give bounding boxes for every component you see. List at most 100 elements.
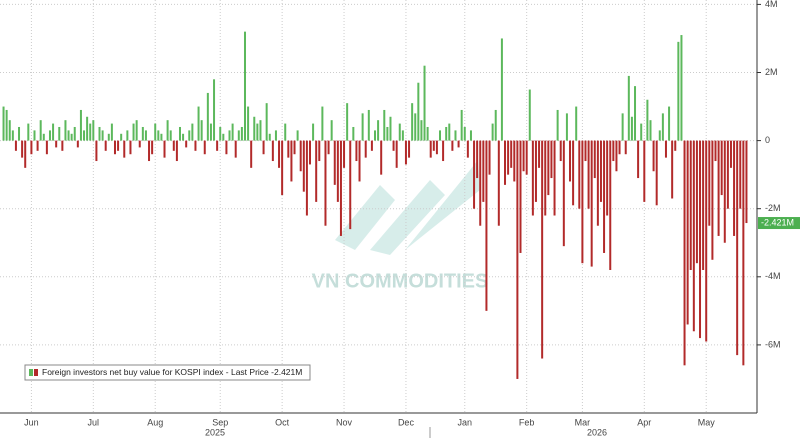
bar (247, 106, 250, 141)
bar (197, 106, 200, 141)
bar (482, 140, 485, 202)
bar (717, 140, 720, 236)
watermark: VN COMMODITIES (312, 270, 489, 292)
bar (231, 123, 234, 141)
bar (265, 103, 268, 141)
bar (476, 140, 479, 179)
bar (723, 140, 726, 243)
bar (714, 140, 717, 162)
x-tick-label: Nov (336, 417, 353, 427)
bar (658, 130, 661, 141)
bar (615, 140, 618, 172)
bar (169, 130, 172, 141)
bar (578, 140, 581, 209)
bar (24, 140, 27, 168)
bar (308, 140, 311, 165)
bar (380, 140, 383, 175)
bar (630, 116, 633, 141)
legend-swatch (29, 369, 33, 376)
bar (473, 140, 476, 209)
bar (213, 79, 216, 141)
bar (587, 140, 590, 209)
bar (618, 140, 621, 155)
bar (466, 140, 469, 158)
y-tick-label: 2M (765, 67, 778, 77)
bar (677, 41, 680, 141)
bar (649, 120, 652, 141)
bar (736, 140, 739, 356)
bar (500, 38, 503, 141)
bar (494, 109, 497, 141)
bar (151, 140, 154, 155)
bar (504, 140, 507, 185)
bar (318, 140, 321, 162)
bar (76, 140, 79, 148)
bar (646, 99, 649, 141)
bar (661, 113, 664, 141)
legend-label: Foreign investors net buy value for KOSP… (42, 367, 302, 377)
bar (606, 140, 609, 216)
bar (287, 140, 290, 158)
legend: Foreign investors net buy value for KOSP… (24, 364, 311, 381)
bar (364, 140, 367, 158)
bar (361, 113, 364, 141)
bar (52, 123, 55, 141)
bar (228, 130, 231, 141)
bar (355, 140, 358, 162)
bar (729, 140, 732, 168)
bar (21, 140, 24, 158)
bar (590, 140, 593, 267)
bar (692, 140, 695, 332)
bar (271, 140, 274, 162)
bar (469, 130, 472, 141)
bar (426, 126, 429, 141)
bar (448, 123, 451, 141)
x-tick-label: Aug (147, 417, 163, 427)
bar (327, 140, 330, 155)
bar (11, 130, 14, 141)
bar (488, 140, 491, 175)
bar (420, 120, 423, 141)
bar (296, 130, 299, 141)
bar (624, 140, 627, 155)
bar (454, 130, 457, 141)
bar (138, 140, 141, 148)
bar (739, 140, 742, 209)
bar (575, 106, 578, 141)
last-price-tag (758, 217, 800, 230)
bar (401, 130, 404, 141)
bar (637, 140, 640, 179)
bar (178, 126, 181, 141)
bar (528, 89, 531, 141)
bar (14, 140, 17, 151)
bar (414, 113, 417, 141)
bar (705, 140, 708, 342)
bar (377, 120, 380, 141)
bar (497, 140, 500, 226)
bar (556, 109, 559, 141)
watermark-logo (335, 160, 480, 255)
bar (36, 140, 39, 151)
bar (333, 140, 336, 185)
bar (417, 82, 420, 141)
bar (510, 140, 513, 168)
bar (435, 140, 438, 155)
bar (339, 140, 342, 236)
bar (191, 123, 194, 141)
bar (2, 106, 5, 141)
bar (86, 116, 89, 141)
bar (695, 140, 698, 264)
bar (33, 130, 36, 141)
bar (389, 116, 392, 141)
bar (95, 140, 98, 162)
bar (250, 140, 253, 168)
bar (330, 120, 333, 141)
last-price-label: -2.421M (761, 217, 794, 227)
bar (166, 120, 169, 141)
bar (652, 140, 655, 172)
bar (120, 133, 123, 141)
x-tick-label: Apr (637, 417, 651, 427)
bar (123, 140, 126, 158)
bar (612, 140, 615, 162)
